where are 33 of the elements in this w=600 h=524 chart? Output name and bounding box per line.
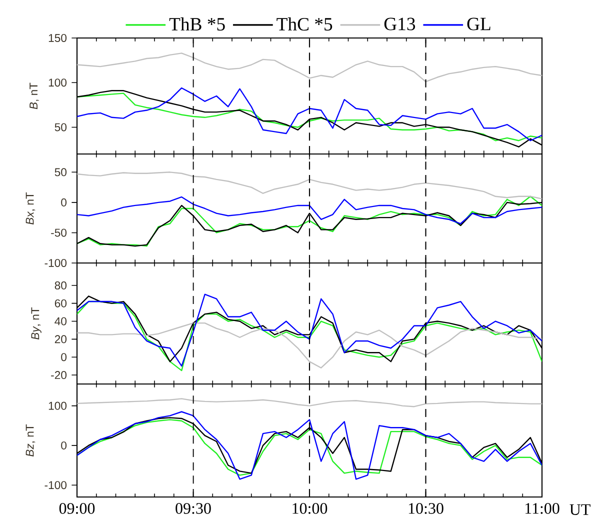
legend-label: G13 [384, 18, 416, 30]
y-tick-label: 0 [61, 198, 67, 206]
y-axis-title: Bx, nT [26, 192, 36, 225]
y-tick-label: 0 [61, 441, 67, 450]
legend-label: GL [467, 18, 490, 30]
y-tick-label: 0 [61, 353, 67, 362]
y-tick-label: 50 [54, 168, 67, 176]
y-tick-label: 60 [54, 299, 67, 308]
y-tick-label: -50 [51, 228, 67, 237]
y-axis-title: B, nT [30, 82, 39, 110]
y-tick-label: 40 [54, 317, 67, 326]
y-tick-label: -100 [44, 481, 67, 490]
x-tick-label: 10:30 [408, 503, 444, 514]
x-tick-label: 10:00 [292, 503, 328, 514]
y-tick-label: -20 [51, 371, 67, 380]
x-axis-title: UT [570, 504, 590, 515]
x-tick-label: 09:00 [59, 503, 95, 514]
y-tick-label: 20 [54, 335, 67, 344]
line-series [77, 196, 542, 224]
line-series [77, 52, 542, 82]
legend-label: ThB *5 [169, 17, 225, 31]
y-tick-label: 150 [48, 34, 67, 42]
y-tick-label: -100 [44, 258, 67, 267]
line-series [77, 411, 542, 480]
y-tick-label: 100 [48, 78, 67, 87]
y-axis-title: Bz, nT [26, 424, 36, 457]
y-tick-label: 50 [54, 123, 67, 132]
y-axis-title: By, nT [31, 307, 42, 340]
y-tick-label: 80 [54, 281, 67, 290]
legend-label: ThC *5 [276, 17, 332, 31]
x-tick-label: 11:00 [525, 503, 560, 514]
x-tick-label: 09:30 [176, 503, 211, 514]
y-tick-label: 100 [48, 402, 67, 410]
